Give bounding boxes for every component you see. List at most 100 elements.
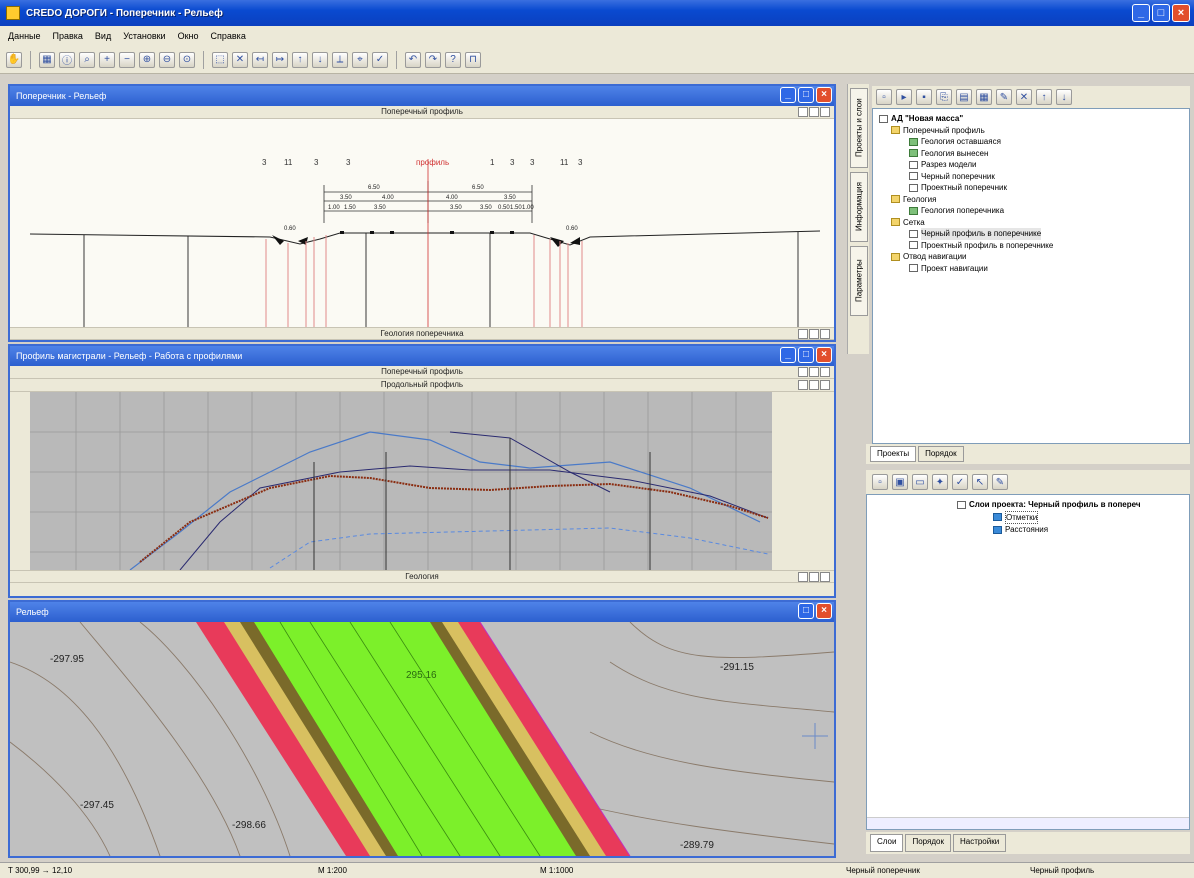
cut-icon[interactable]: ✕ <box>232 51 248 68</box>
menu-item-settings[interactable]: Установки <box>123 31 166 41</box>
dim-label: 1.00 <box>522 205 534 211</box>
move-right-icon[interactable]: ↦ <box>272 51 288 68</box>
menu-item-edit[interactable]: Правка <box>52 31 83 41</box>
layer-folder-icon[interactable]: ▭ <box>912 474 928 490</box>
marker-label: 11 <box>560 158 569 167</box>
move-left-icon[interactable]: ↤ <box>252 51 268 68</box>
horizontal-scrollbar[interactable] <box>867 817 1189 829</box>
profile-bottom-stripe[interactable]: Геология <box>10 570 834 583</box>
save-icon[interactable]: ▪ <box>916 89 932 105</box>
open-icon[interactable]: ▸ <box>896 89 912 105</box>
new-icon[interactable]: ▫ <box>876 89 892 105</box>
rl-close-button[interactable]: × <box>816 603 832 619</box>
profile-canvas[interactable] <box>10 392 834 570</box>
copy-icon[interactable]: ⎘ <box>936 89 952 105</box>
tab-layers[interactable]: Слои <box>870 834 904 852</box>
select-icon[interactable]: ⬚ <box>212 51 228 68</box>
layer-check-icon[interactable]: ✓ <box>952 474 968 490</box>
menu-item-view[interactable]: Вид <box>94 31 112 41</box>
tree-item[interactable]: Геология вынесен <box>879 148 1183 160</box>
close-button[interactable]: × <box>1172 4 1190 22</box>
tree-item[interactable]: Разрез модели <box>879 159 1183 171</box>
info-icon[interactable]: ⓘ <box>59 51 75 68</box>
layers-root[interactable]: Слои проекта: Черный профиль в попереч <box>873 499 1183 511</box>
cs-close-button[interactable]: × <box>816 87 832 103</box>
move-down-arrow-icon[interactable]: ↓ <box>1056 89 1072 105</box>
tree-item[interactable]: Отвод навигации <box>879 251 1183 263</box>
paste-icon[interactable]: ▤ <box>956 89 972 105</box>
table-icon[interactable]: ▦ <box>976 89 992 105</box>
cross-section-canvas[interactable]: 3 11 3 3 профиль 1 3 3 11 3 6.50 6.50 3.… <box>10 119 834 327</box>
profile-stripe-long[interactable]: Продольный профиль <box>10 379 834 392</box>
layer-link-icon[interactable]: ↖ <box>972 474 988 490</box>
move-up-icon[interactable]: ↑ <box>292 51 308 68</box>
tree-item-selected[interactable]: Черный профиль в поперечнике <box>879 228 1183 240</box>
edit-icon[interactable]: ✎ <box>996 89 1012 105</box>
zoom-window-icon[interactable]: ⌕ <box>79 51 95 68</box>
move-down-icon[interactable]: ↓ <box>312 51 328 68</box>
zoom-extent-icon[interactable]: ⊙ <box>179 51 195 68</box>
undo-icon[interactable]: ↶ <box>405 51 421 68</box>
maximize-button[interactable]: □ <box>1152 4 1170 22</box>
tree-item[interactable]: Проектный профиль в поперечнике <box>879 240 1183 252</box>
tree-item-label: Проектный поперечник <box>921 183 1007 192</box>
tree-item[interactable]: Сетка <box>879 217 1183 229</box>
menu-bar: Данные Правка Вид Установки Окно Справка <box>0 26 1194 46</box>
help-icon[interactable]: ? <box>445 51 461 68</box>
zoom-in-icon[interactable]: + <box>99 51 115 68</box>
tree-item[interactable]: Геология поперечника <box>879 205 1183 217</box>
move-up-arrow-icon[interactable]: ↑ <box>1036 89 1052 105</box>
tree-item[interactable]: Проект навигации <box>879 263 1183 275</box>
hand-tool-icon[interactable]: ✋ <box>6 51 22 68</box>
tree-item[interactable]: Геология оставшаяся <box>879 136 1183 148</box>
tree-root[interactable]: АД "Новая масса" <box>879 113 1183 125</box>
menu-item-help[interactable]: Справка <box>210 31 246 41</box>
tab-projects[interactable]: Проекты <box>870 446 917 462</box>
cs-maximize-button[interactable]: □ <box>798 87 814 103</box>
tree-item[interactable]: Поперечный профиль <box>879 125 1183 137</box>
menu-item-data[interactable]: Данные <box>8 31 41 41</box>
tree-item[interactable]: Черный поперечник <box>879 171 1183 183</box>
delete-icon[interactable]: ✕ <box>1016 89 1032 105</box>
profile-stripe-cross[interactable]: Поперечный профиль <box>10 366 834 379</box>
cs-minimize-button[interactable]: _ <box>780 87 796 103</box>
layer-edit-icon[interactable]: ✎ <box>992 474 1008 490</box>
tree-item-label: Разрез модели <box>921 160 977 169</box>
rl-maximize-button[interactable]: □ <box>798 603 814 619</box>
layer-new-icon[interactable]: ▫ <box>872 474 888 490</box>
tab-layers-settings[interactable]: Настройки <box>952 834 1007 852</box>
tree-item[interactable]: Геология <box>879 194 1183 206</box>
tree-item-label: Геология <box>903 194 937 204</box>
zoom-prev-icon[interactable]: ⊖ <box>159 51 175 68</box>
dim-label: 6.50 <box>368 185 380 191</box>
snap-icon[interactable]: ⌖ <box>352 51 368 68</box>
zoom-all-icon[interactable]: ⊕ <box>139 51 155 68</box>
cross-section-top-stripe[interactable]: Поперечный профиль <box>10 106 834 119</box>
pr-close-button[interactable]: × <box>816 347 832 363</box>
tree-item[interactable]: Проектный поперечник <box>879 182 1183 194</box>
measure-icon[interactable]: ⟂ <box>332 51 348 68</box>
tab-parameters[interactable]: Параметры <box>850 246 868 316</box>
cross-section-bottom-stripe[interactable]: Геология поперечника <box>10 327 834 340</box>
layer-pin-icon[interactable]: ✦ <box>932 474 948 490</box>
redo-icon[interactable]: ↷ <box>425 51 441 68</box>
tab-layers-order[interactable]: Порядок <box>905 834 951 852</box>
menu-item-window[interactable]: Окно <box>177 31 199 41</box>
minimize-button[interactable]: _ <box>1132 4 1150 22</box>
grid-icon[interactable]: ▦ <box>39 51 55 68</box>
layer-props-icon[interactable]: ▣ <box>892 474 908 490</box>
tab-order[interactable]: Порядок <box>918 446 964 462</box>
relief-canvas[interactable]: -297.95 -291.15 -297.45 -298.66 -289.79 … <box>10 622 834 856</box>
zoom-out-icon[interactable]: − <box>119 51 135 68</box>
pr-minimize-button[interactable]: _ <box>780 347 796 363</box>
layer-item[interactable]: Расстояния <box>873 524 1183 536</box>
apply-icon[interactable]: ✓ <box>372 51 388 68</box>
dim-label: 1.50 <box>510 205 522 211</box>
tab-information[interactable]: Информация <box>850 172 868 242</box>
elevation-label: -297.45 <box>80 800 114 811</box>
pr-maximize-button[interactable]: □ <box>798 347 814 363</box>
tree-item-label: Геология оставшаяся <box>921 137 1001 146</box>
layer-item[interactable]: Отметки <box>873 510 1183 524</box>
properties-icon[interactable]: ⊓ <box>465 51 481 68</box>
tab-projects-layers[interactable]: Проекты и слои <box>850 88 868 168</box>
